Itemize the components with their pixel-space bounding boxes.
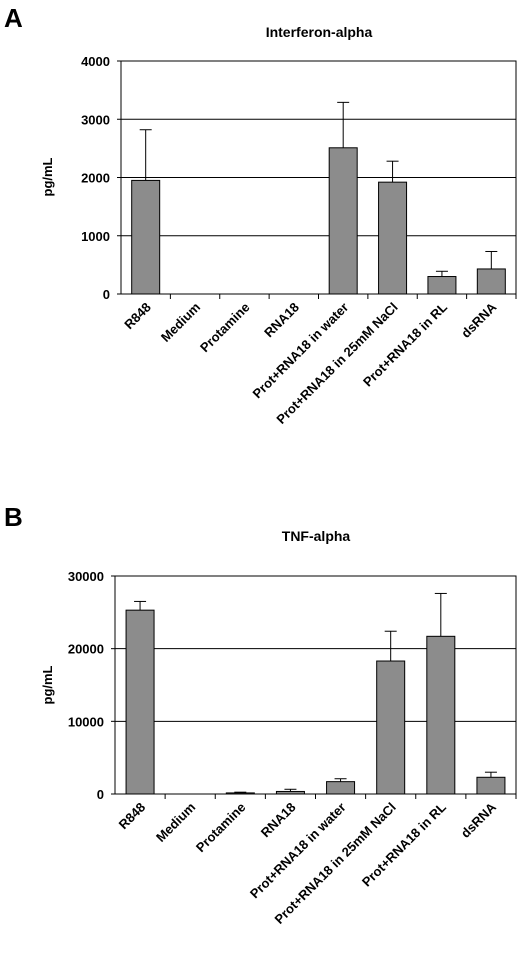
bar-b-3: [275, 790, 305, 795]
bar-b-6: [426, 635, 456, 795]
category-label-b-1: Medium: [153, 800, 198, 845]
chart-title-b: TNF-alpha: [282, 528, 351, 544]
category-label-a-0: R848: [121, 300, 154, 333]
bar-b-0: [125, 609, 155, 795]
y-ticks-b: 0 10000 20000 30000: [68, 569, 115, 802]
chart-title-a: Interferon-alpha: [266, 24, 373, 40]
category-label-b-4: Prot+RNA18 in water: [247, 800, 349, 902]
bar-a-6: [427, 276, 457, 295]
bars-a: [131, 101, 506, 295]
category-label-a-2: Protamine: [197, 300, 253, 356]
gridlines-b: [115, 648, 516, 722]
bar-b-4: [326, 781, 356, 795]
y-ticks-a: 0 1000 2000 3000 4000: [81, 54, 121, 302]
y-tick-label-b-2: 20000: [68, 642, 104, 657]
plot-frame-b: [114, 575, 517, 795]
y-tick-label-b-1: 10000: [68, 714, 104, 729]
category-label-b-7: dsRNA: [458, 799, 500, 841]
panel-letter-a: A: [4, 3, 23, 33]
y-axis-label-b: pg/mL: [40, 665, 55, 704]
category-label-b-2: Protamine: [193, 800, 249, 856]
category-label-a-1: Medium: [158, 300, 203, 345]
category-label-b-0: R848: [116, 800, 149, 833]
bar-b-5: [376, 660, 406, 795]
y-tick-label-a-1: 1000: [81, 229, 110, 244]
y-tick-label-a-4: 4000: [81, 54, 110, 69]
bar-a-5: [378, 181, 408, 295]
bar-b-7: [476, 776, 506, 795]
category-label-b-3: RNA18: [258, 800, 299, 841]
y-tick-label-b-0: 0: [97, 787, 104, 802]
category-label-a-3: RNA18: [261, 300, 302, 341]
y-tick-label-b-3: 30000: [68, 569, 104, 584]
bar-a-7: [476, 268, 506, 295]
bars-b: [125, 592, 506, 795]
category-label-a-6: Prot+RNA18 in RL: [360, 299, 450, 389]
panel-a: A Interferon-alpha pg/mL 0 1000 2000 3000 40…: [4, 3, 517, 427]
bar-b-2: [225, 792, 255, 795]
y-tick-label-a-2: 2000: [81, 171, 110, 186]
category-label-a-4: Prot+RNA18 in water: [250, 300, 352, 402]
bar-a-0: [131, 179, 161, 295]
category-label-a-7: dsRNA: [458, 299, 500, 341]
panel-letter-b: B: [4, 502, 23, 532]
y-axis-label-a: pg/mL: [40, 157, 55, 196]
gridlines-a: [121, 118, 516, 237]
bar-a-4: [328, 147, 358, 295]
y-tick-label-a-3: 3000: [81, 112, 110, 127]
panel-b: B TNF-alpha pg/mL 0 10000 20000 30000 R848 M…: [4, 502, 517, 927]
category-label-b-6: Prot+RNA18 in RL: [359, 799, 449, 889]
y-tick-label-a-0: 0: [103, 287, 110, 302]
